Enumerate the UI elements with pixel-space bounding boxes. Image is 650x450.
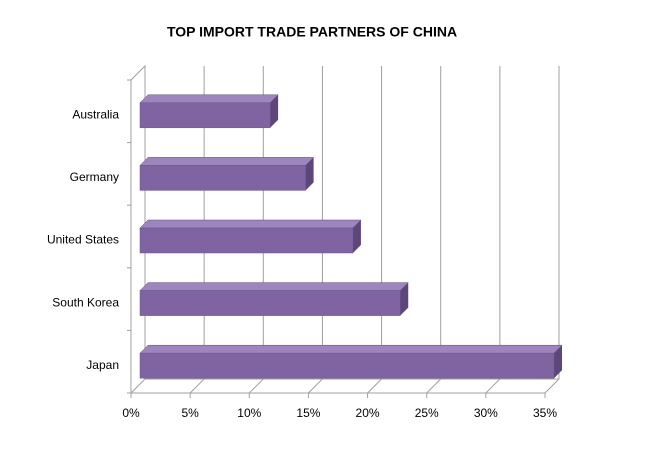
x-tick-label: 5% [181, 406, 199, 420]
floor-line [544, 378, 560, 394]
floor-line [367, 378, 382, 394]
bar-side [400, 282, 409, 316]
bar-top [139, 282, 409, 291]
y-tick-label: Australia [72, 107, 119, 121]
y-tick-label: South Korea [52, 295, 119, 309]
x-tick-label: 25% [415, 406, 439, 420]
floor-line [248, 378, 264, 394]
bar-top [139, 219, 362, 229]
chart-title: TOP IMPORT TRADE PARTNERS OF CHINA [167, 24, 457, 40]
bar-top [139, 157, 315, 166]
bar-top [139, 344, 563, 354]
x-tick-label: 0% [122, 406, 140, 420]
x-tick-label: 30% [474, 406, 498, 420]
floor-line [485, 378, 501, 394]
x-tick-label: 35% [533, 406, 557, 420]
floor-line [426, 378, 442, 394]
floor-line [308, 378, 323, 394]
x-tick-label: 20% [356, 406, 380, 420]
bar [139, 290, 401, 316]
bar-side [352, 220, 361, 253]
bar [139, 102, 271, 129]
bar [139, 165, 306, 191]
floor-line [130, 378, 146, 394]
x-tick-label: 15% [296, 406, 320, 420]
x-tick-label: 10% [237, 406, 261, 420]
bar-top [139, 94, 279, 104]
bar-side [554, 345, 562, 379]
y-tick-label: Germany [70, 170, 119, 184]
bar [139, 227, 354, 254]
bar-side [305, 157, 314, 191]
floor-line [189, 378, 205, 394]
bar [139, 352, 555, 379]
y-tick-label: United States [47, 233, 119, 247]
y-tick-label: Japan [86, 358, 119, 372]
bar-side [270, 94, 279, 128]
